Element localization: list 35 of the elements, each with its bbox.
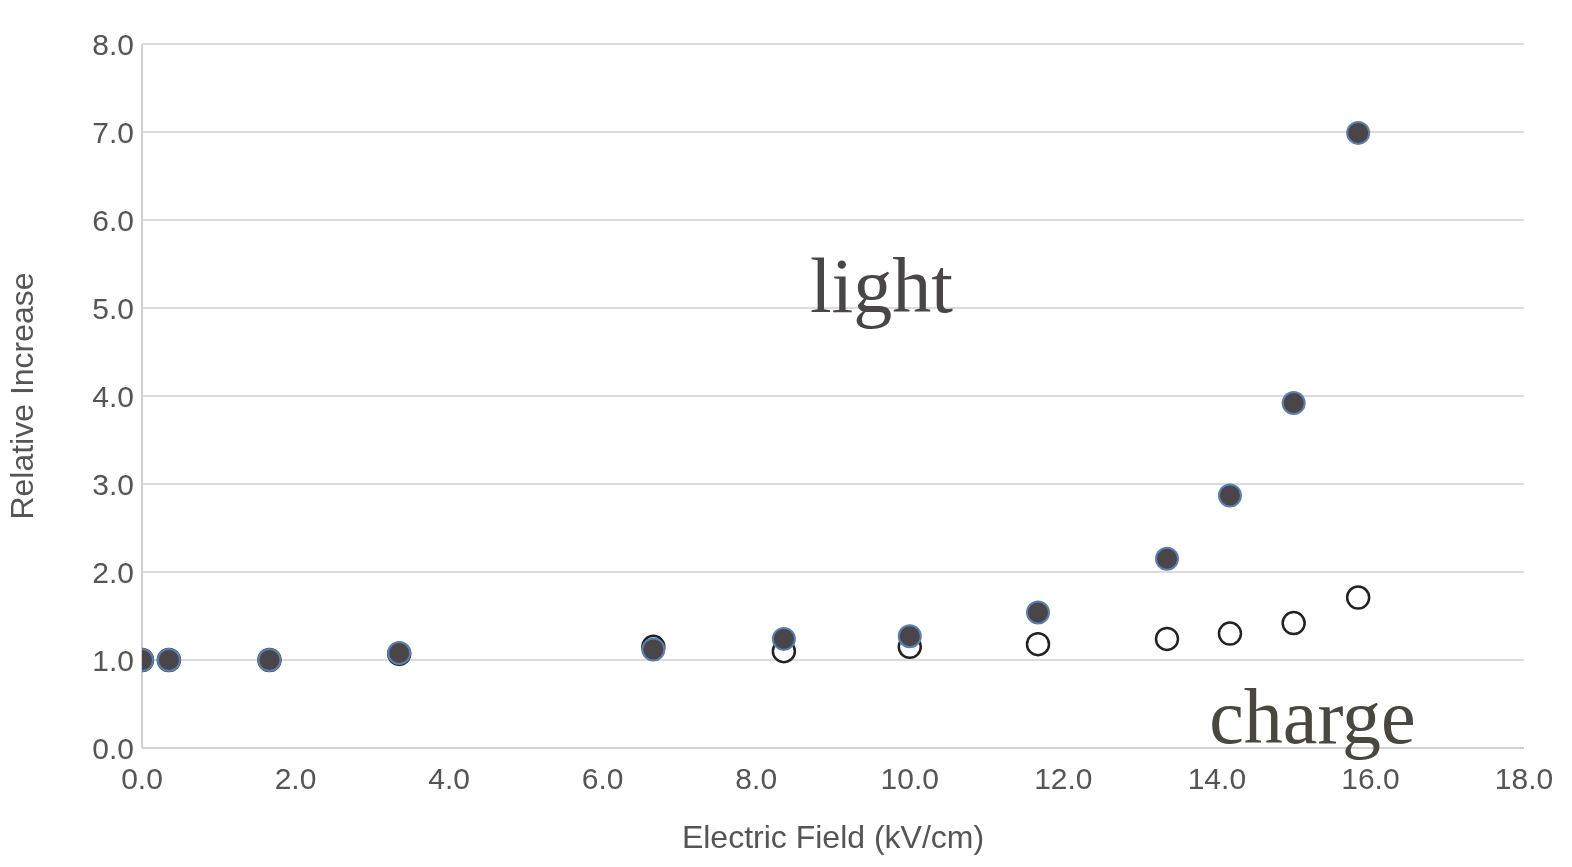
x-tick-label: 14.0: [1187, 762, 1247, 796]
point: [1281, 610, 1306, 636]
point: [771, 626, 796, 651]
x-tick-label: 0.0: [121, 762, 163, 796]
series-label: charge: [1209, 672, 1416, 763]
y-axis-title: Relative Increase: [4, 272, 41, 520]
point: [1025, 631, 1051, 657]
y-tick-label: 2.0: [92, 555, 134, 589]
x-axis-title: Electric Field (kV/cm): [681, 819, 985, 855]
point: [1154, 546, 1179, 571]
y-tick-label: 7.0: [92, 115, 134, 149]
point: [897, 624, 922, 649]
x-tick-label: 4.0: [428, 762, 470, 796]
text: light: [809, 241, 953, 331]
y-tick-label: 6.0: [92, 203, 134, 237]
x-tick-label: 10.0: [880, 762, 939, 796]
x-tick-label: 18.0: [1494, 762, 1554, 796]
y-tick-label: 1.0: [92, 643, 134, 677]
x-tick-label: 16.0: [1341, 762, 1400, 796]
point: [1217, 621, 1243, 646]
point: [1154, 626, 1180, 652]
point: [1026, 600, 1050, 625]
point: [1345, 585, 1371, 610]
x-tick-label: 12.0: [1034, 762, 1093, 796]
y-tick-label: 5.0: [92, 291, 134, 325]
y-tick-label: 4.0: [92, 379, 134, 413]
point: [1217, 483, 1242, 508]
y-tick-label: 8.0: [92, 27, 134, 61]
y-tick-label: 3.0: [92, 467, 134, 501]
point: [1281, 391, 1306, 416]
point: [1346, 120, 1371, 145]
x-tick-label: 8.0: [735, 762, 778, 796]
x-tick-label: 6.0: [581, 762, 624, 796]
x-tick-label: 2.0: [274, 762, 317, 796]
y-tick-label: 0.0: [92, 731, 134, 765]
